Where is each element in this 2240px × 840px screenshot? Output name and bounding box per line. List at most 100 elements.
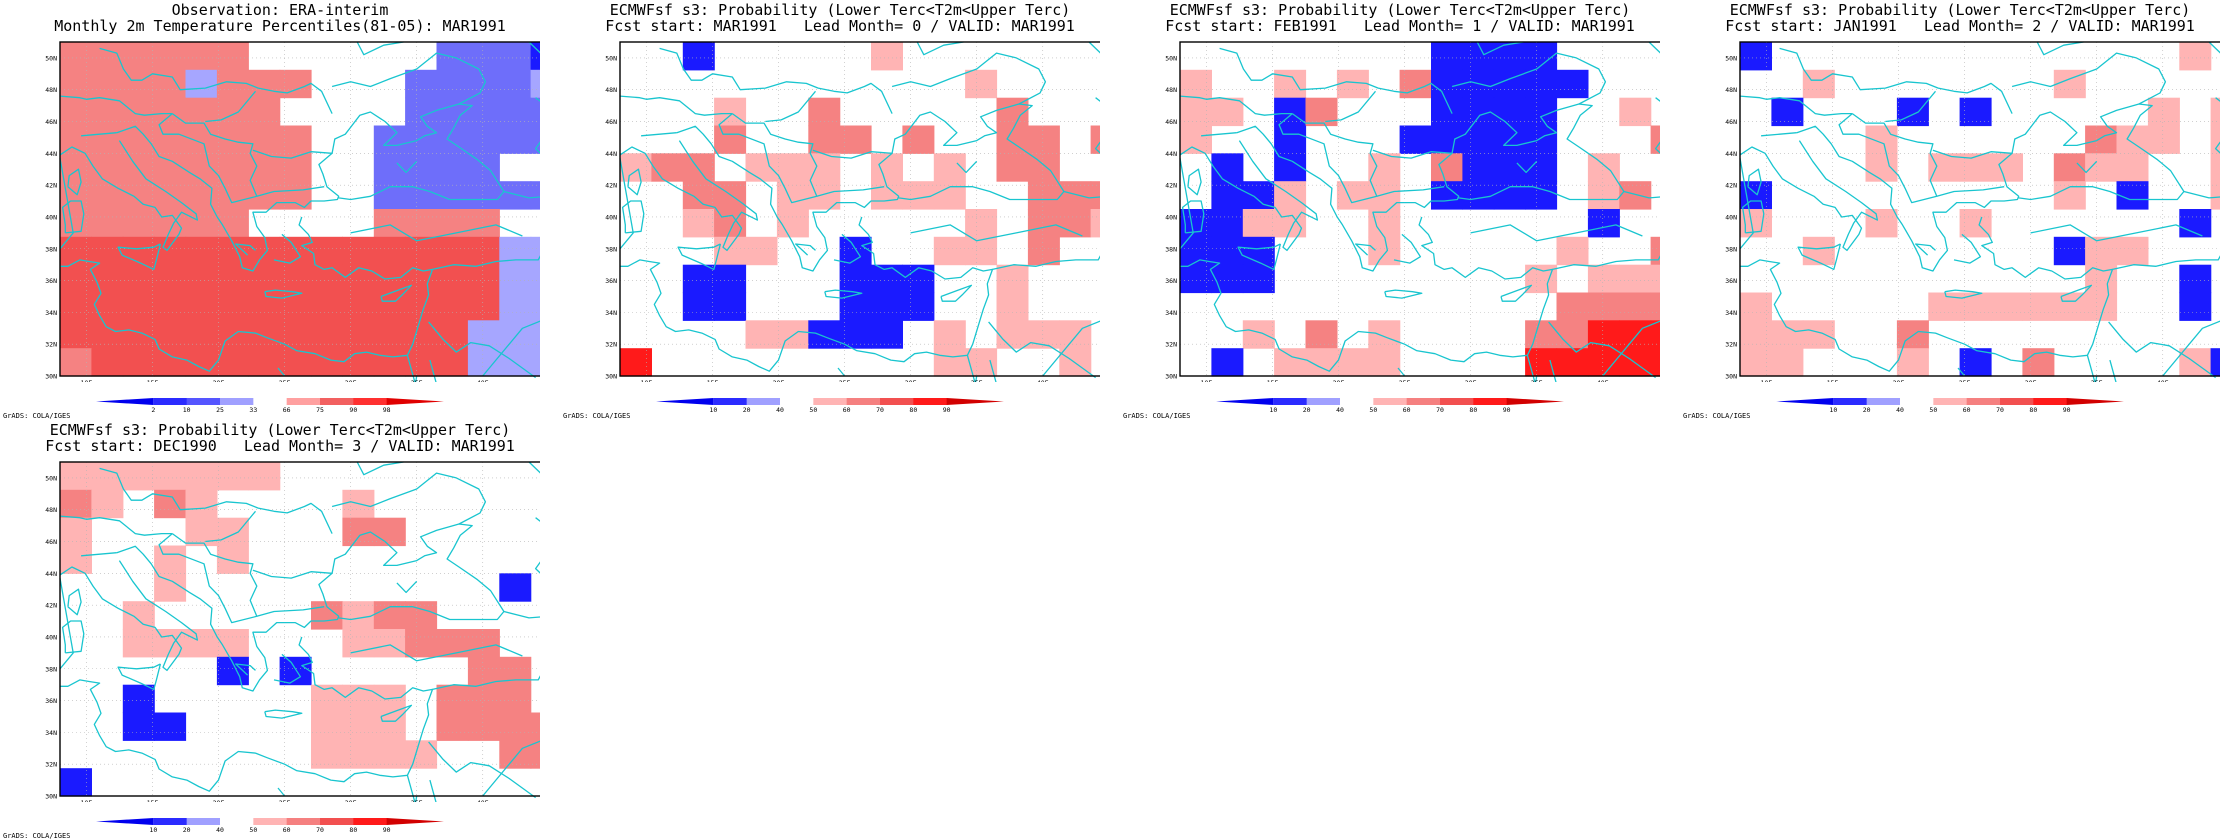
map-grid-cell	[91, 181, 124, 210]
lon-tick-label: 10E	[641, 379, 653, 382]
map-grid-cell	[279, 125, 312, 154]
lat-tick-label: 50N	[45, 474, 57, 482]
panel-title: ECMWFsf s3: Probability (Lower Terc<T2m<…	[49, 421, 511, 439]
grads-credit: GrADS: COLA/IGES	[563, 412, 631, 420]
coastline	[356, 41, 404, 56]
map-grid-cell	[1305, 97, 1338, 127]
map-grid-cell	[436, 264, 469, 294]
coastline	[256, 606, 325, 617]
colorbar-segment	[386, 398, 444, 405]
coastline	[816, 186, 885, 197]
map-grid-cell	[1493, 97, 1526, 127]
map-grid-cell	[1771, 348, 1804, 377]
coastline	[528, 41, 540, 54]
map-grid-cell	[1211, 348, 1244, 377]
coastline	[1548, 321, 1656, 379]
colorbar-tick-label: 70	[876, 406, 884, 414]
map-grid-cell	[530, 69, 540, 99]
colorbar-tick-label: 20	[1303, 406, 1311, 414]
panel-title: ECMWFsf s3: Probability (Lower Terc<T2m<…	[1169, 1, 1631, 19]
coastline	[1372, 149, 1453, 159]
map-grid-cell	[530, 740, 540, 769]
map-grid-cell	[311, 292, 343, 321]
map-grid-cell	[154, 489, 187, 519]
map-grid-cell	[1431, 125, 1463, 154]
lat-tick-label: 48N	[1165, 86, 1177, 94]
map-grid-cell	[1619, 292, 1652, 321]
map-grid-cell	[1650, 236, 1660, 266]
map-grid-cell	[122, 292, 155, 321]
coastline	[1393, 233, 1422, 264]
coastline	[910, 224, 1083, 242]
map-frame	[1739, 41, 2220, 377]
map-grid-cell	[216, 517, 249, 547]
lat-tick-label: 40N	[1725, 213, 1737, 221]
coastline	[67, 588, 82, 616]
lon-tick-label: 40E	[1597, 379, 1609, 382]
map-grid-cell	[1368, 236, 1401, 266]
colorbar-segment	[846, 398, 881, 405]
coastline	[1953, 233, 1982, 264]
map-grid-cell	[311, 320, 343, 349]
map-grid-cell	[1740, 348, 1772, 377]
coastline	[619, 140, 759, 252]
coastline	[1549, 359, 1557, 382]
coastline	[503, 190, 540, 199]
colorbar-segment	[2033, 398, 2068, 405]
coastline	[659, 47, 893, 114]
coastline	[1063, 190, 1100, 199]
map-grid-cell	[871, 42, 903, 71]
coastline	[1237, 243, 1282, 271]
coastline	[1739, 140, 1879, 252]
lat-tick-label: 44N	[1165, 150, 1177, 158]
map-grid-cell	[248, 153, 281, 182]
map-grid-cell	[185, 125, 218, 154]
map-grid-cell	[185, 264, 218, 294]
map-grid-cell	[216, 292, 249, 321]
map-grid-cell	[2147, 125, 2180, 154]
colorbar-segment	[386, 818, 444, 825]
map-grid-cell	[248, 236, 281, 266]
map-grid-cell	[342, 629, 375, 658]
lon-tick-label: 30E	[905, 379, 917, 382]
map-grid-cell	[1242, 264, 1275, 294]
map-grid-cell	[154, 292, 187, 321]
coastline	[916, 41, 964, 56]
map-grid-cell	[122, 462, 155, 491]
coastline	[205, 90, 256, 123]
map-grid-cell	[965, 69, 998, 99]
map-grid-cell	[60, 264, 92, 294]
coastline	[1747, 168, 1762, 196]
map-grid-cell	[122, 236, 155, 266]
map-grid-cell	[1587, 181, 1620, 210]
panel-title: ECMWFsf s3: Probability (Lower Terc<T2m<…	[1729, 1, 2191, 19]
lat-tick-label: 48N	[45, 86, 57, 94]
map-grid-cell	[530, 97, 540, 127]
map-grid-cell	[499, 264, 532, 294]
coastline	[356, 461, 404, 476]
map-grid-cell	[154, 545, 187, 574]
lat-tick-label: 30N	[1725, 373, 1737, 381]
lat-tick-label: 44N	[45, 570, 57, 578]
coastline	[795, 243, 816, 256]
map-grid-cell	[154, 97, 187, 127]
map-grid-cell	[216, 264, 249, 294]
map-grid-cell	[1650, 320, 1660, 349]
coastline	[158, 113, 258, 204]
lat-tick-label: 40N	[45, 633, 57, 641]
coastline	[619, 157, 634, 250]
lat-tick-label: 32N	[605, 341, 617, 349]
colorbar-tick-label: 25	[216, 406, 224, 414]
map-grid-cell	[122, 712, 155, 741]
coastline	[2036, 41, 2084, 56]
coastlines	[59, 461, 540, 802]
map-grid-cell	[1619, 97, 1652, 127]
coastline	[620, 216, 994, 372]
map-grid-cell	[1896, 97, 1929, 127]
coastline	[117, 243, 162, 271]
map-grid-cell	[467, 292, 500, 321]
colorbar-segment	[96, 818, 154, 825]
colorbar-segment	[320, 398, 354, 405]
coastline	[1500, 284, 1533, 302]
coastline	[1761, 132, 1797, 137]
